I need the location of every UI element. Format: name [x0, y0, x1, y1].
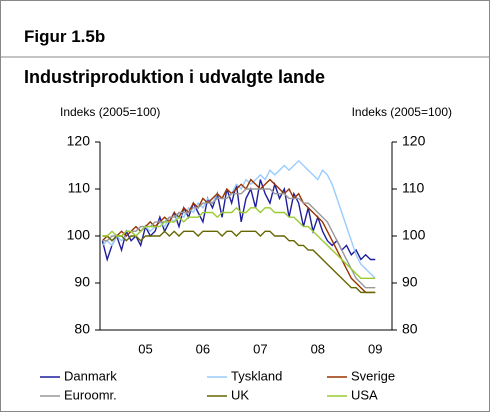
y2-tick-label: 120: [402, 133, 426, 149]
y-tick-label: 80: [74, 321, 90, 337]
legend-label: USA: [351, 387, 378, 402]
y-tick-label: 120: [67, 133, 91, 149]
y2-tick-label: 110: [402, 180, 425, 196]
y2-tick-label: 100: [402, 227, 426, 243]
y-tick-label: 100: [67, 227, 91, 243]
x-tick-label: 09: [368, 341, 382, 356]
legend-label: Sverige: [351, 368, 395, 383]
series-line: [101, 178, 376, 294]
x-tick-label: 05: [138, 341, 152, 356]
x-tick-label: 06: [196, 341, 210, 356]
series-line: [101, 179, 376, 262]
y-tick-label: 90: [74, 274, 90, 290]
x-tick-label: 08: [311, 341, 325, 356]
y-tick-label: 110: [68, 180, 91, 196]
legend-label: Euroomr.: [64, 387, 117, 402]
chart-title: Industriproduktion i udvalgte lande: [24, 67, 325, 87]
y2-axis-label: Indeks (2005=100): [352, 105, 452, 119]
y2-tick-label: 90: [402, 274, 418, 290]
figure-label: Figur 1.5b: [24, 27, 105, 46]
legend-label: Danmark: [64, 368, 117, 383]
legend-label: Tyskland: [231, 368, 282, 383]
y2-tick-label: 80: [402, 321, 418, 337]
legend-label: UK: [231, 387, 249, 402]
series-line: [102, 230, 376, 294]
x-tick-label: 07: [253, 341, 267, 356]
series-line: [102, 206, 376, 279]
y-axis-label: Indeks (2005=100): [60, 105, 160, 119]
